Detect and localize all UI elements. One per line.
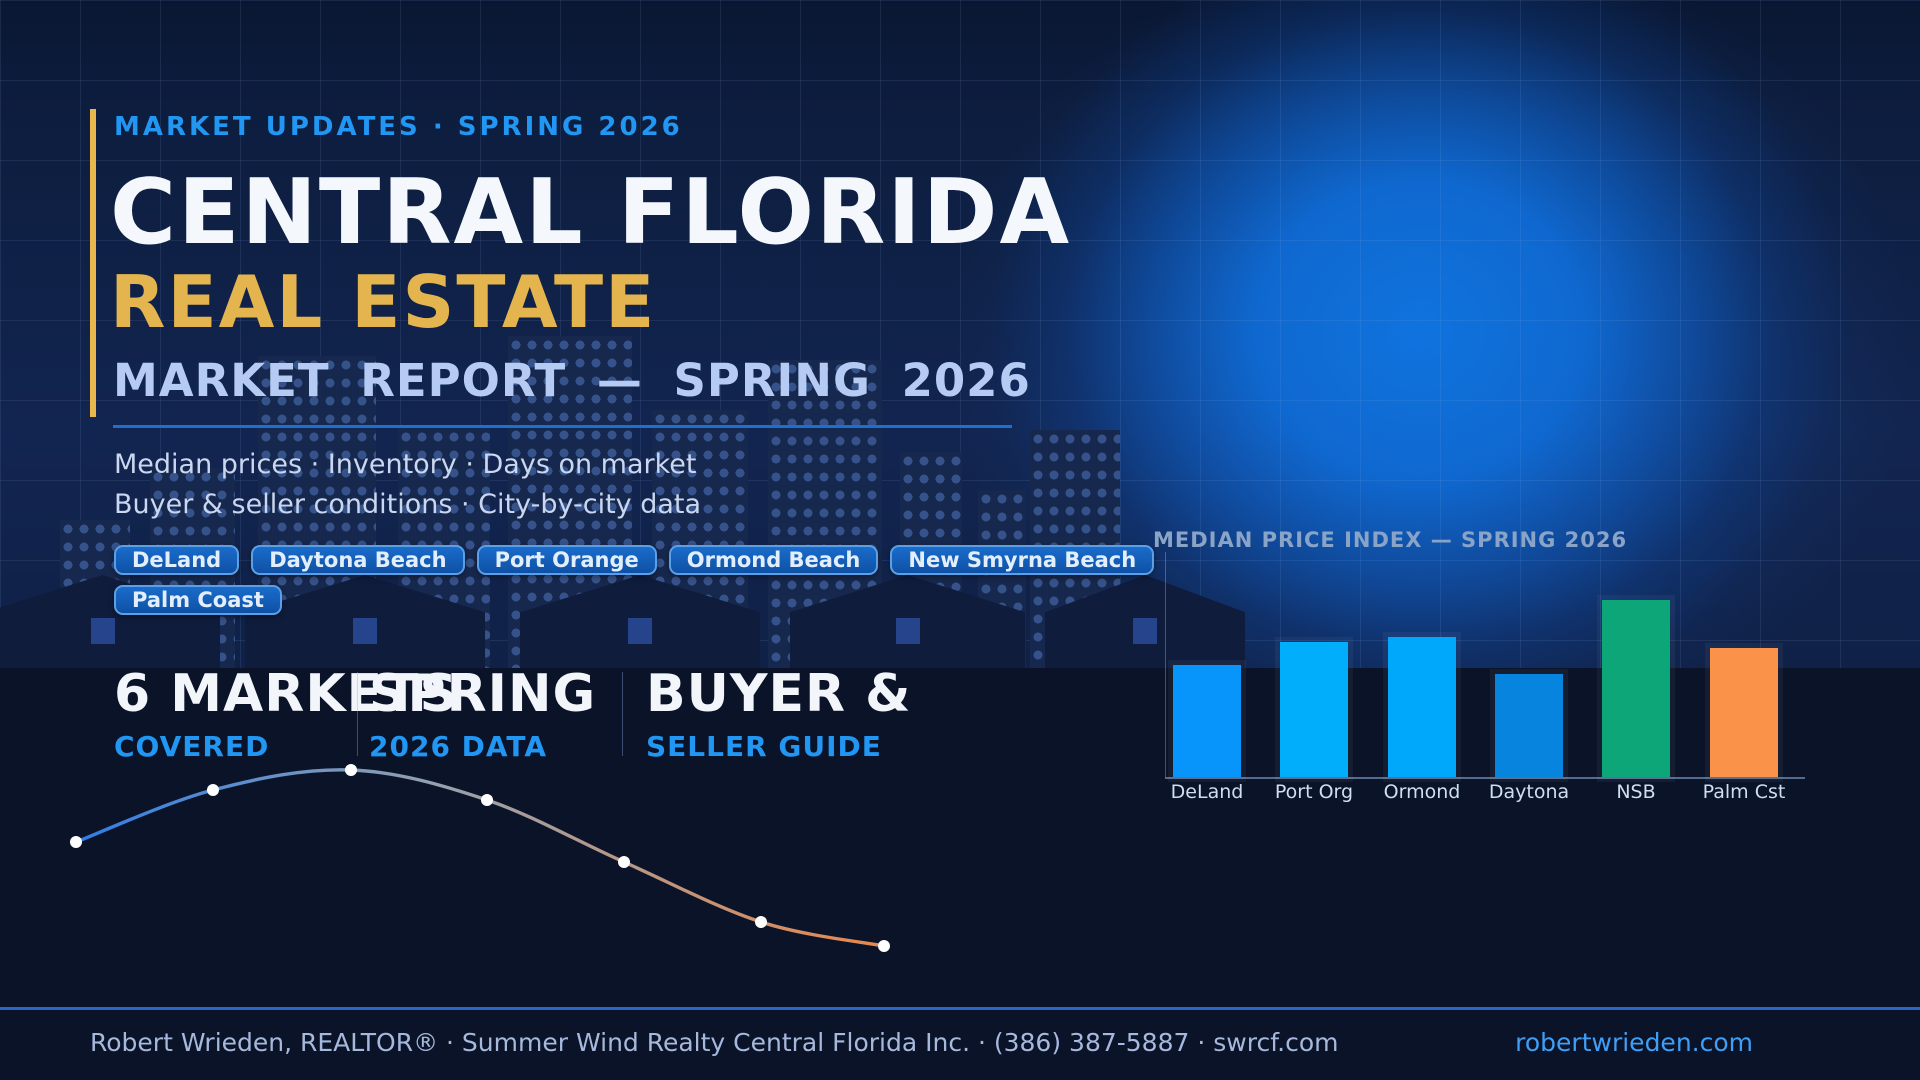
trend-point-marker (878, 940, 890, 952)
trend-line-markers (70, 764, 890, 952)
trend-point-marker (207, 784, 219, 796)
stat-guide-value: BUYER & (646, 664, 912, 724)
stat-guide-label: SELLER GUIDE (646, 730, 882, 763)
city-chip[interactable]: Palm Coast (114, 585, 282, 615)
description-text: Median prices · Inventory · Days on mark… (114, 445, 701, 525)
bar-DeLand (1173, 665, 1241, 777)
bar-chart-y-axis (1165, 552, 1166, 777)
city-chip[interactable]: Ormond Beach (668, 545, 879, 575)
bar-label: Daytona (1488, 781, 1570, 803)
description-line-2: Buyer & seller conditions · City-by-city… (114, 489, 702, 520)
city-chips: DeLand Daytona Beach Port Orange Ormond Bea… (114, 545, 1174, 615)
city-chip[interactable]: Port Orange (476, 545, 657, 575)
city-chip[interactable]: New Smyrna Beach (890, 545, 1155, 575)
bar-chart-x-axis (1165, 777, 1805, 779)
footer-contact-info: Robert Wrieden, REALTOR® · Summer Wind R… (90, 1028, 1339, 1057)
stat-guide: BUYER & SELLER GUIDE (646, 666, 912, 762)
bar-label: NSB (1616, 781, 1656, 803)
trend-point-marker (481, 794, 493, 806)
bar-chart-title: MEDIAN PRICE INDEX — SPRING 2026 (1153, 528, 1628, 552)
eyebrow-text: MARKET UPDATES · SPRING 2026 (114, 112, 683, 142)
trend-point-marker (755, 916, 767, 928)
bar-Daytona (1495, 674, 1563, 777)
trend-point-marker (618, 856, 630, 868)
bar-Ormond (1388, 637, 1456, 777)
title-line-2: REAL ESTATE (110, 260, 657, 344)
trend-point-marker (345, 764, 357, 776)
bar-Port Org (1280, 642, 1348, 777)
bar-NSB (1602, 600, 1670, 777)
bar-Palm Cst (1710, 648, 1778, 777)
report-subheading: MARKET REPORT — SPRING 2026 (113, 354, 1031, 407)
heading-underline (113, 425, 1012, 428)
bar-label: DeLand (1170, 781, 1244, 803)
description-line-1: Median prices · Inventory · Days on mark… (114, 449, 697, 480)
stat-season: SPRING 2026 DATA (369, 666, 596, 762)
gold-accent-bar (90, 109, 96, 417)
stat-season-value: SPRING (369, 664, 597, 724)
bar-label: Port Org (1274, 781, 1354, 803)
bar-label: Palm Cst (1702, 781, 1786, 803)
bar-label: Ormond (1383, 781, 1461, 803)
trend-point-marker (70, 836, 82, 848)
footer-website-link[interactable]: robertwrieden.com (1515, 1028, 1753, 1057)
city-chip[interactable]: Daytona Beach (251, 545, 465, 575)
stat-season-label: 2026 DATA (369, 730, 548, 763)
title-line-1: CENTRAL FLORIDA (110, 160, 1072, 265)
city-chip[interactable]: DeLand (114, 545, 240, 575)
stat-divider-2 (622, 672, 623, 756)
stat-divider-1 (357, 672, 358, 756)
footer-divider-line (0, 1007, 1920, 1010)
trend-line-path (74, 768, 886, 948)
